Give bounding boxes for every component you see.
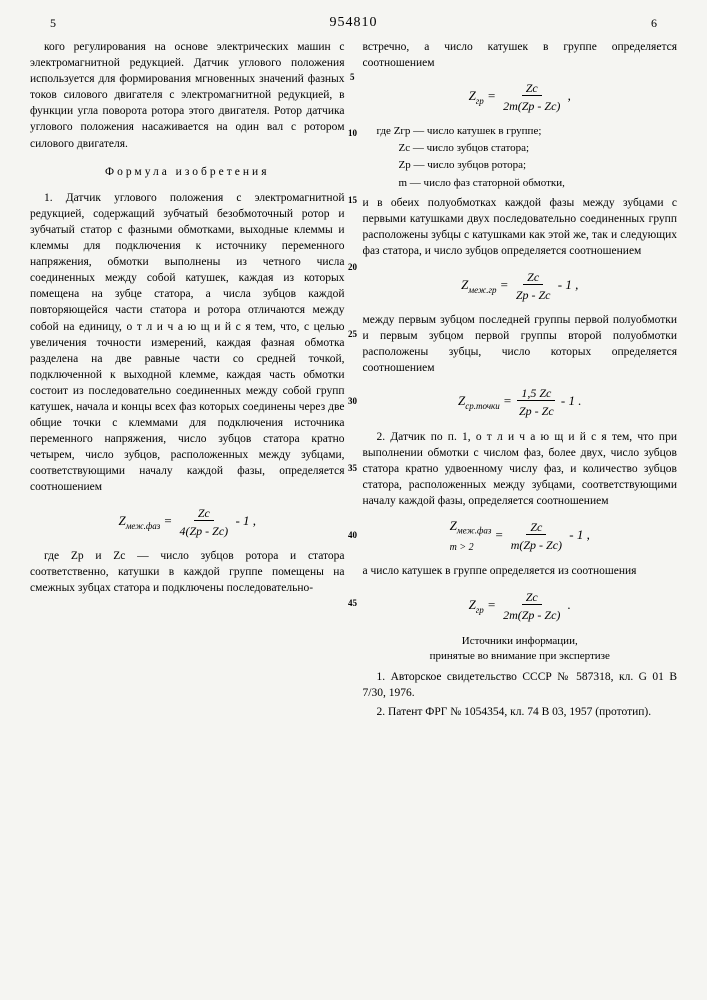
frac-numerator: Zс: [522, 81, 542, 96]
frac-numerator: Zс: [526, 520, 546, 535]
formula-var: Z: [450, 518, 457, 533]
source-item: 1. Авторское свидетельство СССР № 587318…: [363, 669, 678, 701]
formula-eq: =: [484, 88, 499, 103]
fraction: 1,5 Zс Zр - Zс: [515, 384, 558, 420]
formula-end: .: [564, 597, 571, 612]
formula-4: Zср.точки = 1,5 ZсZр - Zс - 1 .: [363, 384, 678, 420]
frac-denominator: 2m(Zр - Zс): [499, 99, 564, 113]
page-num-right: 6: [651, 16, 657, 31]
formula-6: Zгр = Zс 2m(Zр - Zс) .: [363, 588, 678, 624]
frac-numerator: Zс: [522, 590, 542, 605]
formula-1: Zмеж.фаз = Zс 4(Zр - Zс) - 1 ,: [30, 504, 345, 540]
formula-eq: =: [160, 513, 175, 528]
where-intro: где: [377, 125, 394, 137]
paragraph: где Zр и Zс — число зубцов ротора и стат…: [30, 548, 345, 596]
frac-numerator: 1,5 Zс: [517, 386, 555, 401]
line-marker: 35: [348, 463, 357, 473]
fraction: Zс Zр - Zс: [512, 268, 555, 304]
paragraph: кого регулирования на основе электрическ…: [30, 39, 345, 152]
source-item: 2. Патент ФРГ № 1054354, кл. 74 B 03, 19…: [363, 704, 678, 720]
frac-denominator: Zр - Zс: [515, 404, 558, 418]
formula-var: Z: [469, 88, 476, 103]
page-container: 5 954810 6 кого регулирования на основе …: [0, 0, 707, 743]
fraction: Zс 2m(Zр - Zс): [499, 588, 564, 624]
sources-subtitle: принятые во внимание при экспертизе: [363, 649, 678, 664]
formula-end: ,: [564, 88, 571, 103]
fraction: Zс 4(Zр - Zс): [176, 504, 233, 540]
formula-eq: =: [484, 597, 499, 612]
paragraph: 2. Датчик по п. 1, о т л и ч а ю щ и й с…: [363, 429, 678, 509]
frac-numerator: Zс: [194, 506, 214, 521]
line-marker: 45: [348, 598, 357, 608]
formula-subscript: меж.фаз: [457, 526, 492, 536]
frac-numerator: Zс: [523, 270, 543, 285]
page-num-left: 5: [50, 16, 56, 31]
line-marker: 5: [350, 72, 355, 82]
formula-end: - 1 .: [558, 393, 582, 408]
paragraph: и в обеих полуобмотках каждой фазы между…: [363, 195, 678, 259]
paragraph: а число катушек в группе определяется из…: [363, 563, 678, 579]
frac-denominator: Zр - Zс: [512, 288, 555, 302]
text-columns: кого регулирования на основе электрическ…: [30, 39, 677, 723]
fraction: Zс 2m(Zр - Zс): [499, 79, 564, 115]
formula-condition: m > 2: [450, 542, 474, 553]
formula-left: Zмеж.фаз m > 2: [450, 517, 492, 555]
where-line: Zс — число зубцов статора;: [399, 141, 678, 156]
formula-var: Z: [469, 597, 476, 612]
formula-subscript: меж.фаз: [126, 520, 161, 530]
where-line: Zр — число зубцов ротора;: [399, 158, 678, 173]
fraction: Zс m(Zр - Zс): [507, 518, 566, 554]
formula-eq: =: [497, 277, 512, 292]
line-marker: 20: [348, 262, 357, 272]
formula-5: Zмеж.фаз m > 2 = Zс m(Zр - Zс) - 1 ,: [363, 517, 678, 555]
paragraph: между первым зубцом последней группы пер…: [363, 312, 678, 376]
formula-end: - 1 ,: [566, 527, 590, 542]
section-title: Формула изобретения: [30, 164, 345, 180]
formula-eq: =: [500, 393, 515, 408]
document-number: 954810: [330, 15, 378, 31]
line-marker: 15: [348, 195, 357, 205]
sources-title: Источники информации,: [363, 634, 678, 649]
formula-3: Zмеж.гр = ZсZр - Zс - 1 ,: [363, 268, 678, 304]
where-line: m — число фаз статорной обмотки,: [399, 176, 678, 191]
line-marker: 40: [348, 530, 357, 540]
frac-denominator: 4(Zр - Zс): [176, 524, 233, 538]
where-block: где Zгр — число катушек в группе; Zс — ч…: [377, 124, 678, 192]
where-line: где Zгр — число катушек в группе;: [377, 124, 678, 139]
formula-subscript: меж.гр: [468, 284, 496, 294]
formula-end: - 1 ,: [555, 277, 579, 292]
formula-end: - 1 ,: [232, 513, 256, 528]
line-marker: 10: [348, 128, 357, 138]
paragraph: встречно, а число катушек в группе опред…: [363, 39, 678, 71]
where-item: Zгр — число катушек в группе;: [394, 125, 542, 137]
formula-subscript: ср.точки: [465, 401, 500, 411]
right-column: встречно, а число катушек в группе опред…: [363, 39, 678, 723]
formula-subscript: гр: [476, 96, 484, 106]
formula-subscript: гр: [476, 604, 484, 614]
formula-var: Z: [118, 513, 125, 528]
formula-eq: =: [491, 527, 506, 542]
header-row: 5 954810 6: [30, 15, 677, 31]
paragraph: 1. Датчик углового положения с электрома…: [30, 190, 345, 496]
left-column: кого регулирования на основе электрическ…: [30, 39, 345, 723]
formula-2: Zгр = Zс 2m(Zр - Zс) ,: [363, 79, 678, 115]
frac-denominator: m(Zр - Zс): [507, 538, 566, 552]
line-marker: 30: [348, 396, 357, 406]
line-marker: 25: [348, 329, 357, 339]
frac-denominator: 2m(Zр - Zс): [499, 608, 564, 622]
